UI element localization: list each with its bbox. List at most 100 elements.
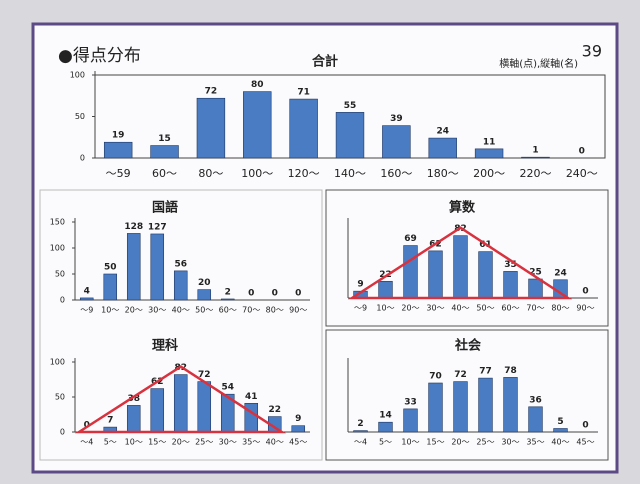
bar (173, 374, 188, 433)
value-label: 9 (357, 280, 363, 290)
x-tick-label: 40～ (266, 438, 284, 447)
value-label: 128 (124, 222, 143, 232)
x-tick-label: 40～ (172, 306, 190, 315)
value-label: 0 (272, 289, 278, 299)
bar (478, 377, 493, 433)
y-tick-label: 100 (70, 71, 85, 80)
bar (173, 270, 188, 301)
x-tick-label: 10～ (376, 304, 394, 313)
x-tick-label: 10～ (125, 438, 143, 447)
x-tick-label: 80～ (551, 304, 569, 313)
bar (220, 298, 235, 301)
bar (103, 141, 133, 159)
panel-frame (39, 189, 323, 461)
bar (382, 125, 411, 159)
x-tick-label: 50～ (476, 304, 494, 313)
value-label: 1 (532, 146, 538, 156)
bar (478, 251, 493, 299)
x-tick-label: 240～ (566, 167, 598, 180)
value-label: 33 (404, 397, 417, 407)
x-tick-label: 30～ (426, 304, 444, 313)
bar (428, 382, 443, 433)
y-tick-label: 50 (55, 393, 65, 402)
value-label: 70 (429, 372, 442, 382)
value-label: 50 (104, 263, 117, 273)
bar (428, 137, 457, 159)
value-label: 55 (344, 101, 357, 111)
x-tick-label: 90～ (576, 304, 594, 313)
x-tick-label: 220～ (519, 167, 551, 180)
bar (503, 271, 518, 299)
x-tick-label: ～4 (354, 438, 367, 447)
x-tick-label: 45～ (289, 438, 307, 447)
x-tick-label: 40～ (551, 438, 569, 447)
value-label: 77 (479, 367, 492, 377)
value-label: 20 (198, 278, 211, 288)
value-label: 0 (582, 421, 588, 431)
value-label: 36 (529, 395, 542, 405)
x-tick-label: 80～ (198, 167, 223, 180)
bar (291, 425, 306, 433)
bar (453, 235, 468, 299)
x-tick-label: 25～ (476, 438, 494, 447)
x-tick-label: 80～ (266, 306, 284, 315)
bar (553, 428, 568, 433)
annotation-triangle (74, 365, 287, 434)
x-tick-label: 120～ (288, 167, 320, 180)
y-tick-label: 0 (60, 296, 65, 305)
value-label: 72 (454, 370, 467, 380)
bar (503, 377, 518, 433)
value-label: 2 (357, 419, 363, 429)
value-label: 54 (221, 383, 234, 393)
panel-frame (325, 189, 609, 327)
x-tick-label: 90～ (289, 306, 307, 315)
bar (528, 278, 543, 299)
x-tick-label: 15～ (148, 438, 166, 447)
chart-title: 社会 (454, 338, 482, 354)
x-tick-label: 60～ (152, 167, 177, 180)
x-tick-label: ～59 (106, 167, 131, 180)
bar (528, 406, 543, 433)
bar (150, 233, 165, 301)
bar (244, 402, 259, 433)
x-tick-label: 200～ (473, 167, 505, 180)
x-tick-label: 15～ (426, 438, 444, 447)
value-label: 7 (107, 416, 113, 426)
value-label: 14 (379, 411, 392, 421)
bar (403, 408, 418, 433)
value-label: 127 (148, 222, 167, 232)
x-tick-label: 70～ (526, 304, 544, 313)
bar (126, 233, 141, 301)
value-label: 41 (245, 392, 258, 402)
y-tick-label: 0 (60, 428, 65, 437)
y-tick-label: 0 (80, 154, 85, 163)
value-label: 9 (295, 414, 301, 424)
value-label: 35 (504, 260, 517, 270)
x-tick-label: 100～ (241, 167, 273, 180)
axis-note: 横軸(点),縦軸(名) (499, 57, 578, 70)
x-tick-label: 20～ (172, 438, 190, 447)
bar (403, 245, 418, 299)
value-label: 71 (297, 88, 310, 98)
y-tick-label: 150 (50, 218, 65, 227)
x-tick-label: 180～ (427, 167, 459, 180)
chart-title: 算数 (449, 200, 476, 216)
bar (150, 145, 179, 159)
value-label: 22 (268, 405, 281, 415)
value-label: 0 (582, 287, 588, 297)
value-label: 0 (579, 147, 585, 157)
x-tick-label: 5～ (104, 438, 117, 447)
value-label: 4 (84, 286, 90, 296)
value-label: 24 (436, 127, 449, 137)
x-tick-label: 20～ (401, 304, 419, 313)
x-tick-label: 160～ (380, 167, 412, 180)
x-tick-label: 35～ (526, 438, 544, 447)
page-number: 39 (582, 42, 602, 61)
x-tick-label: ～4 (80, 438, 93, 447)
bar (474, 148, 504, 159)
x-tick-label: 30～ (148, 306, 166, 315)
x-tick-label: 5～ (379, 438, 392, 447)
bar (126, 405, 141, 433)
value-label: 25 (529, 268, 542, 278)
